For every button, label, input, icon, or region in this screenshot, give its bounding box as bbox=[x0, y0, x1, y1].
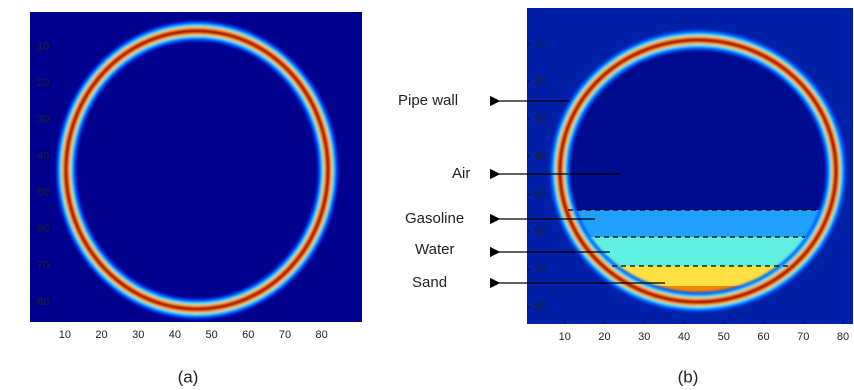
y-tick-label: 60 bbox=[37, 223, 49, 235]
figure: Pipe wall Air Gasoline Water Sand (a) (b… bbox=[0, 0, 854, 390]
annotation: Gasoline bbox=[405, 210, 464, 227]
x-tick-label: 80 bbox=[837, 331, 849, 343]
x-tick-label: 70 bbox=[279, 329, 291, 341]
x-tick-label: 30 bbox=[132, 329, 144, 341]
y-tick-label: 40 bbox=[534, 151, 546, 163]
y-tick-label: 70 bbox=[534, 263, 546, 275]
image-a bbox=[30, 12, 362, 322]
x-tick-label: 40 bbox=[678, 331, 690, 343]
y-tick-label: 30 bbox=[534, 113, 546, 125]
y-tick-label: 20 bbox=[534, 75, 546, 87]
image-b bbox=[527, 8, 854, 324]
x-tick-label: 10 bbox=[59, 329, 71, 341]
y-tick-label: 60 bbox=[534, 226, 546, 238]
caption: (a) bbox=[178, 367, 199, 386]
annotation: Pipe wall bbox=[398, 92, 458, 109]
x-tick-label: 20 bbox=[95, 329, 107, 341]
y-tick-label: 50 bbox=[534, 188, 546, 200]
y-tick-label: 70 bbox=[37, 259, 49, 271]
x-tick-label: 30 bbox=[638, 331, 650, 343]
annotation: Sand bbox=[412, 274, 447, 291]
x-tick-label: 70 bbox=[797, 331, 809, 343]
y-tick-label: 80 bbox=[37, 296, 49, 308]
x-tick-label: 50 bbox=[205, 329, 217, 341]
y-tick-label: 10 bbox=[37, 41, 49, 53]
x-tick-label: 20 bbox=[598, 331, 610, 343]
y-tick-label: 30 bbox=[37, 113, 49, 125]
x-tick-label: 10 bbox=[559, 331, 571, 343]
x-tick-label: 60 bbox=[242, 329, 254, 341]
x-tick-label: 40 bbox=[169, 329, 181, 341]
y-tick-label: 80 bbox=[534, 301, 546, 313]
x-tick-label: 60 bbox=[757, 331, 769, 343]
caption: (b) bbox=[678, 367, 699, 386]
y-tick-label: 40 bbox=[37, 150, 49, 162]
annotation: Water bbox=[415, 241, 454, 258]
annotation: Air bbox=[452, 165, 470, 182]
y-tick-label: 10 bbox=[534, 38, 546, 50]
x-tick-label: 50 bbox=[718, 331, 730, 343]
y-tick-label: 50 bbox=[37, 186, 49, 198]
x-tick-label: 80 bbox=[316, 329, 328, 341]
y-tick-label: 20 bbox=[37, 77, 49, 89]
